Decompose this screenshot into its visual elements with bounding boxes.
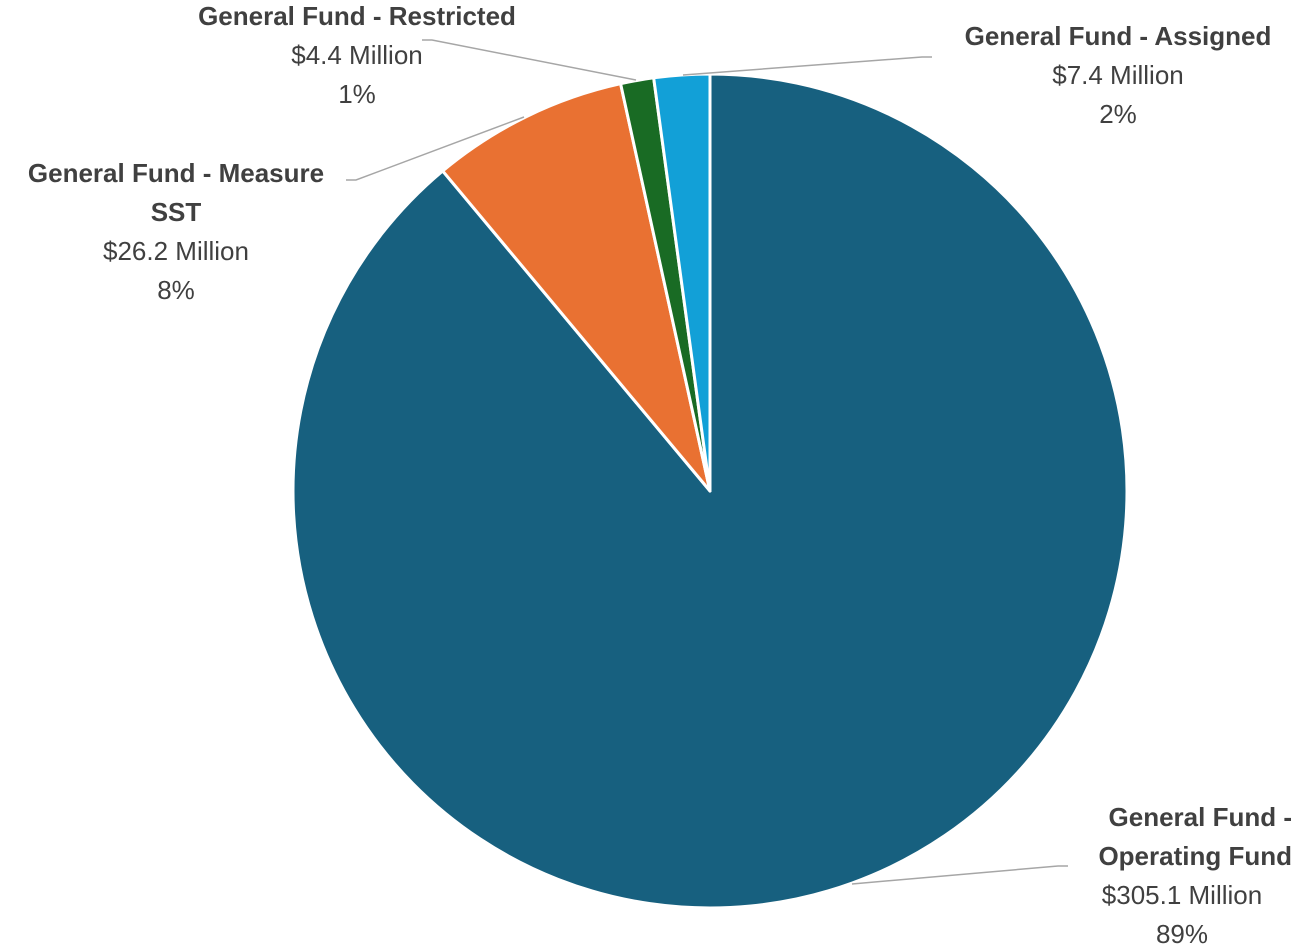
slice-label-name: General Fund - Restricted (198, 1, 516, 31)
slice-label-name: SST (151, 197, 202, 227)
slice-label-name: Operating Fund (1098, 841, 1292, 871)
slice-label-name: General Fund - (1109, 802, 1292, 832)
slice-labels: General Fund - Operating Fund $305.1 Milli… (28, 1, 1292, 945)
slice-label-value: $7.4 Million (1052, 60, 1184, 90)
leader-line (682, 56, 932, 76)
slice-label-percent: 8% (157, 275, 195, 305)
pie-slice (652, 72, 712, 493)
slice-label-percent: 89% (1156, 919, 1208, 945)
slice-label-percent: 1% (338, 79, 376, 109)
leader-line (422, 39, 637, 81)
slice-label-value: $4.4 Million (291, 40, 423, 70)
slice-label-value: $26.2 Million (103, 236, 249, 266)
slice-label-name: General Fund - Measure (28, 158, 324, 188)
slice-label-name: General Fund - Assigned (965, 21, 1272, 51)
leader-lines (346, 39, 1068, 885)
pie-slices (291, 72, 1129, 910)
pie-slice (441, 82, 712, 493)
leader-line (346, 116, 525, 181)
leader-line (851, 865, 1068, 885)
slice-label-value: $305.1 Million (1102, 880, 1262, 910)
slice-label-percent: 2% (1099, 99, 1137, 129)
